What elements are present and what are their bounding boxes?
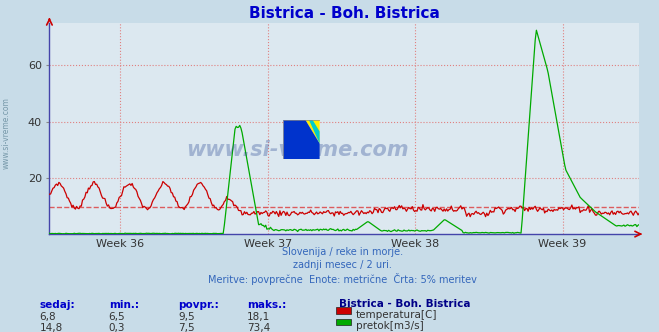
Text: zadnji mesec / 2 uri.: zadnji mesec / 2 uri. (293, 260, 392, 270)
Title: Bistrica - Boh. Bistrica: Bistrica - Boh. Bistrica (249, 6, 440, 21)
Text: Meritve: povprečne  Enote: metrične  Črta: 5% meritev: Meritve: povprečne Enote: metrične Črta:… (208, 273, 477, 285)
Text: Bistrica - Boh. Bistrica: Bistrica - Boh. Bistrica (339, 299, 471, 309)
Text: Slovenija / reke in morje.: Slovenija / reke in morje. (282, 247, 403, 257)
Text: 6,8: 6,8 (40, 312, 56, 322)
Text: maks.:: maks.: (247, 300, 287, 310)
Text: povpr.:: povpr.: (178, 300, 219, 310)
Polygon shape (283, 120, 320, 143)
Text: 0,3: 0,3 (109, 323, 125, 332)
Text: 73,4: 73,4 (247, 323, 270, 332)
Text: www.si-vreme.com: www.si-vreme.com (186, 140, 409, 160)
Text: 9,5: 9,5 (178, 312, 194, 322)
Text: sedaj:: sedaj: (40, 300, 75, 310)
Text: temperatura[C]: temperatura[C] (356, 310, 438, 320)
Polygon shape (302, 120, 320, 143)
Text: 14,8: 14,8 (40, 323, 63, 332)
Text: pretok[m3/s]: pretok[m3/s] (356, 321, 424, 331)
Text: 6,5: 6,5 (109, 312, 125, 322)
Text: www.si-vreme.com: www.si-vreme.com (2, 97, 11, 169)
Polygon shape (283, 120, 320, 159)
Text: min.:: min.: (109, 300, 139, 310)
Text: 18,1: 18,1 (247, 312, 270, 322)
Text: 7,5: 7,5 (178, 323, 194, 332)
